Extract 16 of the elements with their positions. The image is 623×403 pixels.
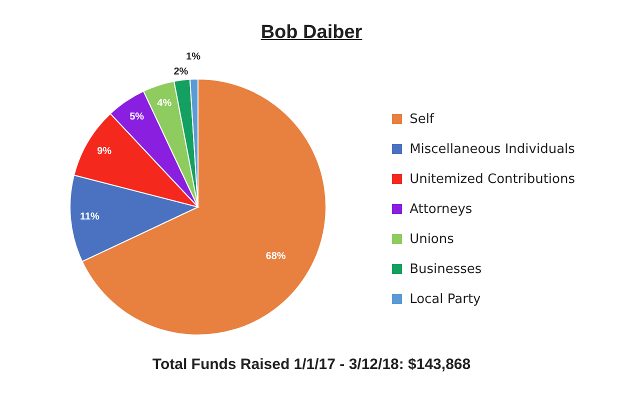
data-label: 2% [174,66,188,78]
legend-label: Unions [410,232,454,246]
legend-label: Attorneys [410,202,472,216]
chart-title: Bob Daiber [260,21,364,44]
data-label: 5% [130,112,144,123]
legend-label: Miscellaneous Individuals [410,142,575,156]
data-label: 68% [266,250,286,262]
legend-label: Self [410,112,434,126]
legend-label: Businesses [410,262,482,276]
text: Total Funds Raised 1/1/17 - 3/12/18: $143,868 [151,356,472,373]
data-label: 1% [186,52,201,63]
legend-label: Local Party [410,292,481,306]
data-label: 9% [97,146,112,158]
data-label: 11% [80,212,100,223]
data-label: 4% [157,98,172,110]
legend-label: Unitemized Contributions [410,172,575,186]
